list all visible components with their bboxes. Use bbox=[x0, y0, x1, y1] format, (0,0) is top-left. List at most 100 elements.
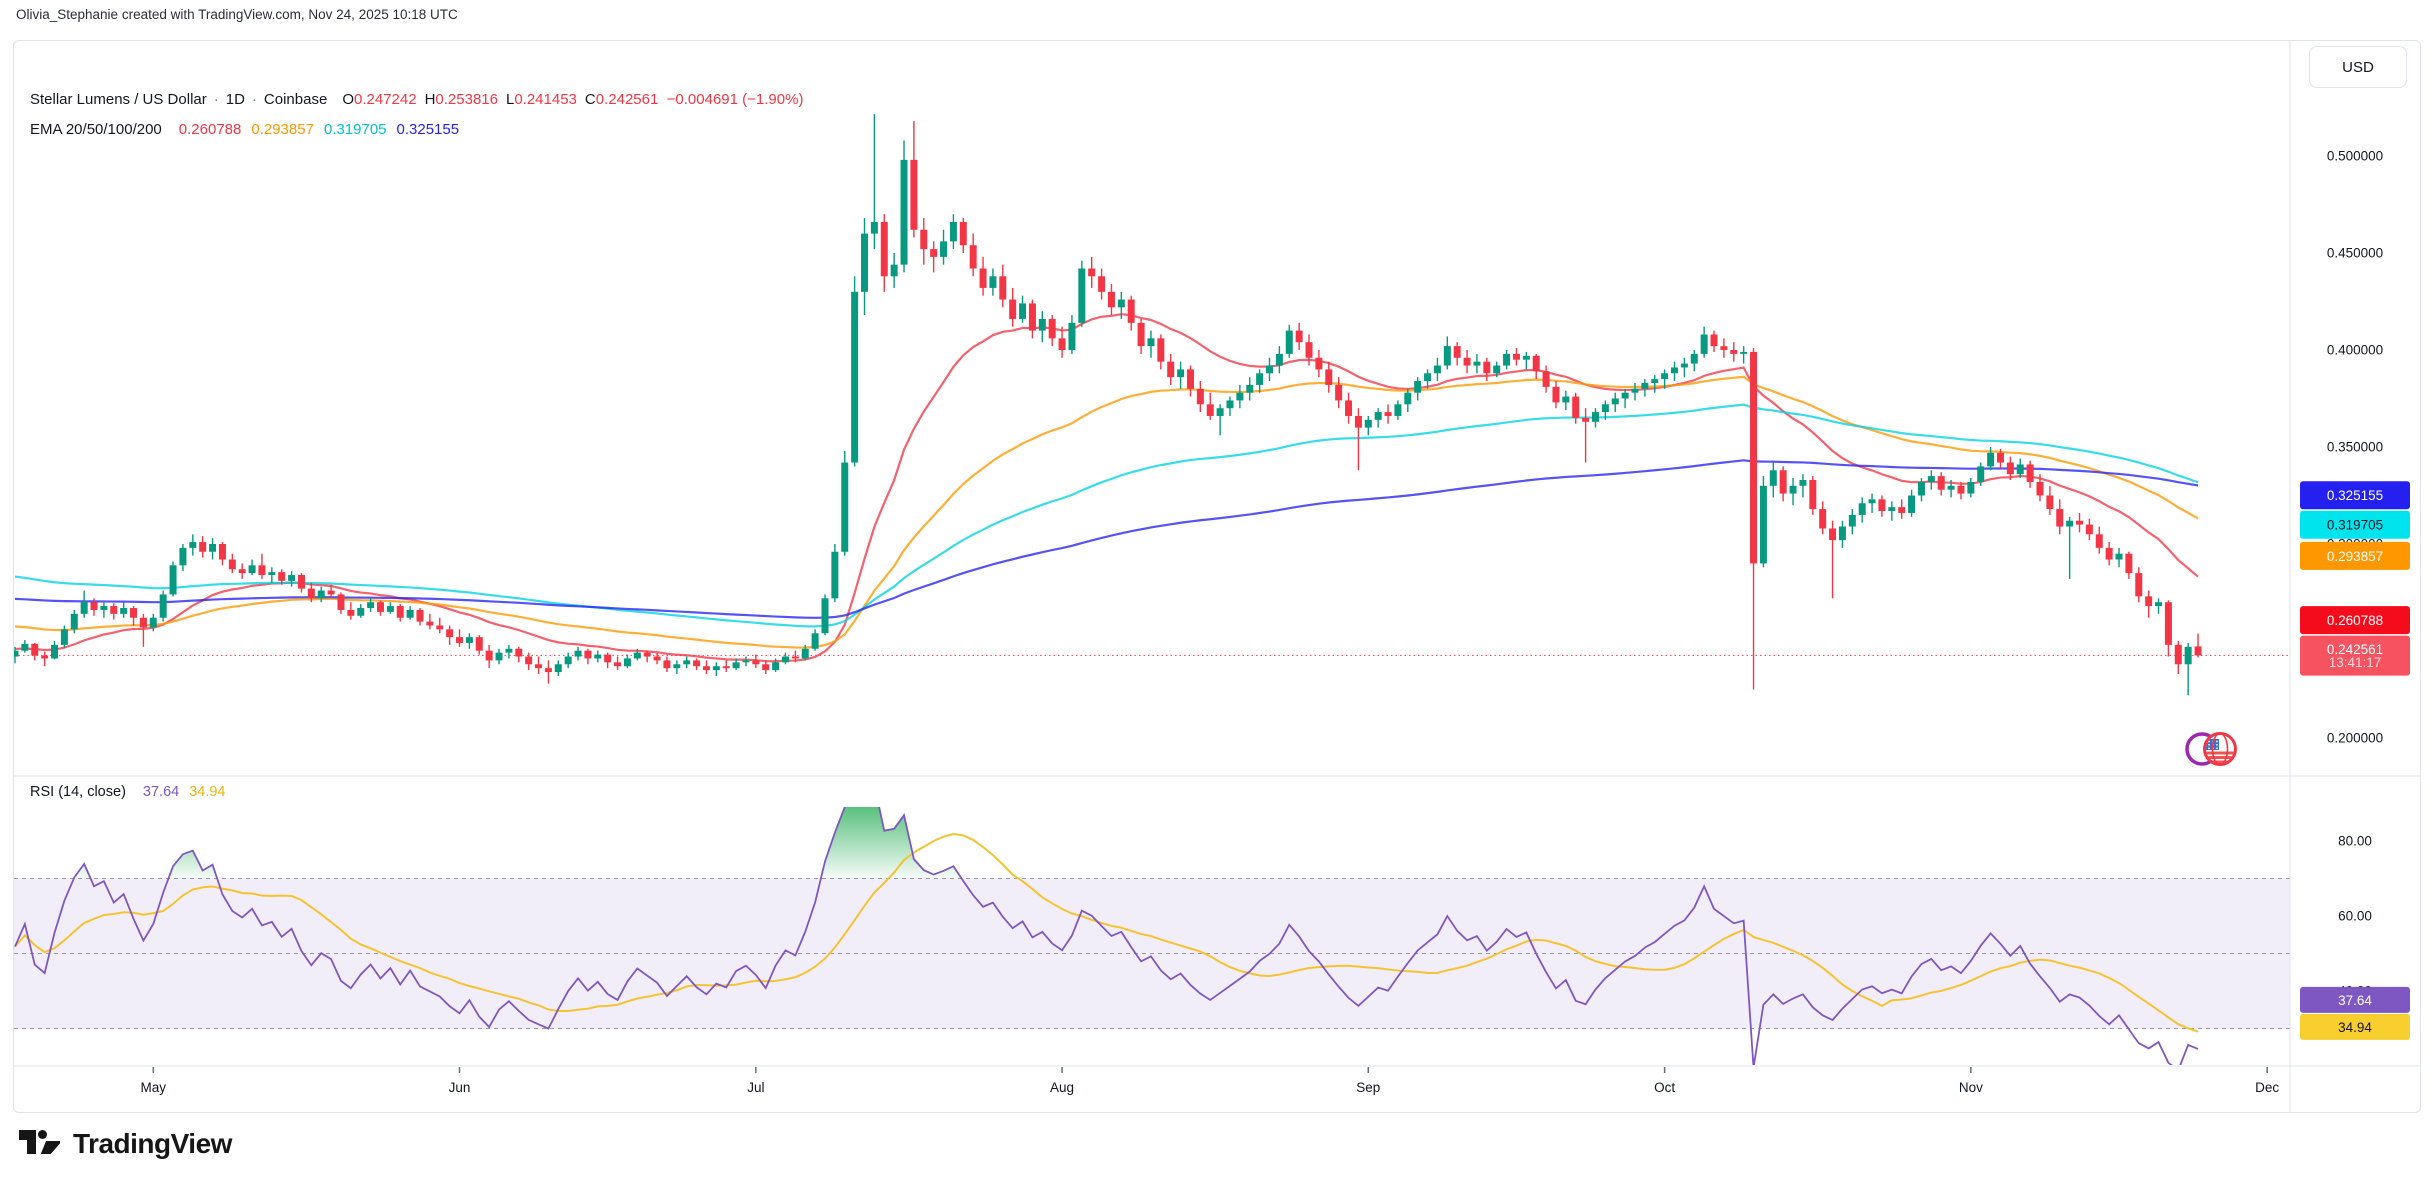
month-label[interactable]: May bbox=[141, 1080, 167, 1095]
tradingview-logo-icon[interactable] bbox=[18, 1129, 60, 1159]
exchange-label[interactable]: Coinbase bbox=[263, 91, 328, 108]
candle-body bbox=[1088, 268, 1096, 277]
candle-body bbox=[722, 666, 730, 669]
candle-body bbox=[1098, 276, 1106, 292]
candle-body bbox=[327, 590, 335, 595]
rsi-overbought-fill bbox=[168, 850, 218, 879]
candle-body bbox=[1295, 330, 1303, 343]
rsi-legend-label[interactable]: RSI (14, close) bbox=[30, 784, 126, 800]
candle-body bbox=[1868, 499, 1876, 504]
candle-body bbox=[890, 264, 898, 277]
candle-body bbox=[1117, 299, 1125, 308]
candle-body bbox=[791, 656, 799, 659]
candle-body bbox=[2184, 646, 2192, 665]
month-label[interactable]: Jul bbox=[747, 1080, 764, 1095]
candle-body bbox=[1256, 373, 1264, 385]
candle-body bbox=[594, 654, 602, 659]
ema-100-badge-text: 0.319705 bbox=[2327, 518, 2383, 533]
month-label[interactable]: Aug bbox=[1050, 1080, 1074, 1095]
candle-body bbox=[258, 565, 266, 576]
candle-body bbox=[831, 551, 839, 599]
indicator-value: 0.325155 bbox=[396, 121, 460, 138]
ema-legend-label[interactable]: EMA 20/50/100/200 bbox=[30, 121, 162, 138]
month-label[interactable]: Nov bbox=[1959, 1080, 1983, 1095]
candle-body bbox=[1167, 361, 1175, 378]
candle-body bbox=[2085, 524, 2093, 535]
candle-body bbox=[930, 249, 938, 257]
candle-body bbox=[1157, 338, 1165, 362]
candle-body bbox=[130, 608, 138, 618]
rsi-legend[interactable]: RSI (14, close) 37.64 34.94 bbox=[30, 784, 226, 800]
candle-body bbox=[554, 664, 562, 673]
rsi-line bbox=[14, 807, 2199, 1065]
candle-body bbox=[663, 660, 671, 669]
rsi-tick-label: 60.00 bbox=[2338, 909, 2372, 924]
candle-body bbox=[1878, 499, 1886, 512]
candle-body bbox=[801, 648, 809, 659]
candle-body bbox=[544, 668, 552, 673]
footer: TradingView bbox=[18, 1128, 232, 1160]
tradingview-brand-text[interactable]: TradingView bbox=[73, 1128, 232, 1159]
candle-body bbox=[1759, 485, 1767, 564]
candle-body bbox=[288, 575, 296, 581]
price-pane[interactable] bbox=[14, 114, 2290, 696]
candle-body bbox=[623, 658, 631, 667]
candle-body bbox=[2174, 644, 2182, 665]
month-label[interactable]: Dec bbox=[2255, 1080, 2279, 1095]
ema-100-badge[interactable] bbox=[2300, 510, 2410, 539]
price-tick-label: 0.450000 bbox=[2327, 246, 2383, 261]
rsi-badge[interactable] bbox=[2300, 986, 2410, 1013]
legend-separator2: · bbox=[251, 91, 257, 108]
candle-body bbox=[456, 637, 464, 643]
ohlc-label: O bbox=[342, 91, 354, 108]
candle-body bbox=[1493, 365, 1501, 374]
candle-body bbox=[1038, 318, 1046, 331]
candle-body bbox=[1562, 396, 1570, 403]
candle-body bbox=[1473, 361, 1481, 366]
candle-body bbox=[1631, 388, 1639, 393]
candle-body bbox=[2164, 602, 2172, 645]
ema-20-badge[interactable] bbox=[2300, 606, 2410, 635]
month-label[interactable]: Sep bbox=[1356, 1080, 1380, 1095]
candle-body bbox=[139, 617, 147, 628]
candle-body bbox=[614, 662, 622, 667]
rsi-pane[interactable] bbox=[14, 785, 2290, 1070]
candle-body bbox=[1453, 346, 1461, 358]
month-label[interactable]: Jun bbox=[449, 1080, 471, 1095]
candle-body bbox=[1542, 371, 1550, 387]
ema-legend[interactable]: EMA 20/50/100/200 0.260788 0.293857 0.3197… bbox=[30, 121, 459, 138]
rsi-badge[interactable] bbox=[2300, 1013, 2410, 1040]
candle-body bbox=[1345, 400, 1353, 416]
rsi-overbought-fill bbox=[820, 807, 962, 879]
candle-body bbox=[633, 652, 641, 659]
candle-body bbox=[2135, 573, 2143, 597]
month-label[interactable]: Oct bbox=[1654, 1080, 1675, 1095]
candle-body bbox=[228, 559, 236, 570]
candle-body bbox=[1838, 526, 1846, 541]
currency-toggle-button[interactable]: USD bbox=[2309, 46, 2407, 88]
interval-label[interactable]: 1D bbox=[225, 91, 245, 108]
candle-body bbox=[851, 291, 859, 463]
candle-body bbox=[1671, 367, 1679, 374]
ema-20-badge-text: 0.260788 bbox=[2327, 613, 2383, 628]
indicator-value: 0.319705 bbox=[323, 121, 387, 138]
candle-body bbox=[1591, 412, 1599, 422]
last-price-badge[interactable] bbox=[2300, 635, 2410, 676]
candle-body bbox=[1028, 303, 1036, 331]
candle-body bbox=[1789, 485, 1797, 494]
rsi-tick-label: 80.00 bbox=[2338, 834, 2372, 849]
candle-body bbox=[14, 650, 19, 657]
candle-body bbox=[1937, 476, 1945, 490]
symbol-name[interactable]: Stellar Lumens / US Dollar bbox=[30, 91, 207, 108]
attribution-text: Olivia_Stephanie created with TradingVie… bbox=[16, 7, 458, 22]
candle-body bbox=[2155, 602, 2163, 607]
symbol-legend[interactable]: Stellar Lumens / US Dollar · 1D · Coinba… bbox=[30, 91, 803, 108]
rsi-overbought-fill bbox=[73, 863, 91, 879]
candle-body bbox=[475, 637, 483, 651]
ema-50-badge[interactable] bbox=[2300, 541, 2410, 570]
candle-body bbox=[1710, 334, 1718, 347]
ema-200-badge[interactable] bbox=[2300, 481, 2410, 510]
chart-canvas[interactable]: 0.5000000.4500000.4000000.3500000.300000… bbox=[14, 41, 2421, 1113]
candle-body bbox=[1483, 361, 1491, 374]
candle-body bbox=[2095, 534, 2103, 548]
